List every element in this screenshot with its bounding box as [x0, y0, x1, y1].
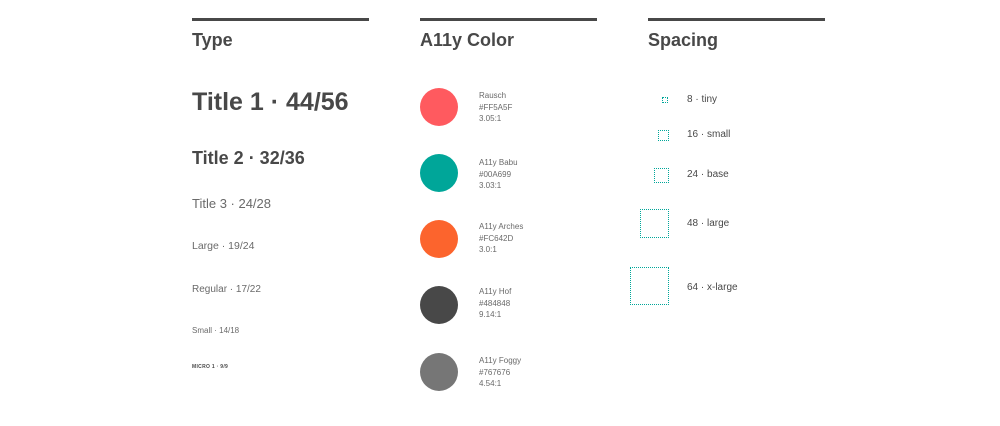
color-ratio: 3.03:1: [479, 181, 502, 190]
color-name: A11y Hof: [479, 287, 512, 296]
spacing-box-base: [654, 168, 669, 183]
color-section-title: A11y Color: [420, 30, 515, 50]
color-hex: #484848: [479, 298, 511, 308]
spacing-box-x-large: [630, 267, 669, 305]
color-info-arches: A11y Arches #FC642D 3.0:1: [479, 221, 523, 256]
spacing-label-x-large: 64 · x-large: [687, 282, 738, 293]
color-hex: #FC642D: [479, 233, 514, 243]
spacing-label-base: 24 · base: [687, 169, 729, 180]
type-sample-small: Small · 14/18: [192, 326, 240, 335]
color-section-rule: [420, 18, 597, 21]
color-info-hof: A11y Hof #484848 9.14:1: [479, 286, 511, 321]
type-sample-title-2: Title 2 · 32/36: [192, 148, 305, 168]
color-hex: #FF5A5F: [479, 102, 513, 112]
color-name: A11y Babu: [479, 158, 518, 167]
color-info-babu: A11y Babu #00A699 3.03:1: [479, 157, 518, 192]
color-swatch-arches: [420, 220, 458, 258]
color-ratio: 4.54:1: [479, 379, 502, 388]
spacing-section-rule: [648, 18, 825, 21]
color-ratio: 3.0:1: [479, 245, 497, 254]
spacing-section-title: Spacing: [648, 30, 719, 50]
color-name: A11y Arches: [479, 222, 524, 231]
color-info-foggy: A11y Foggy #767676 4.54:1: [479, 355, 521, 390]
spacing-label-small: 16 · small: [687, 129, 731, 140]
color-swatch-rausch: [420, 88, 458, 126]
color-section: A11y Color Rausch #FF5A5F 3.05:1 A11y Ba…: [420, 18, 597, 391]
color-ratio: 3.05:1: [479, 114, 502, 123]
color-swatch-hof: [420, 286, 458, 324]
type-sample-title-1: Title 1 · 44/56: [192, 88, 349, 116]
type-sample-micro: MICRO 1 · 9/9: [192, 364, 229, 370]
spacing-box-large: [640, 209, 669, 238]
type-sample-regular: Regular · 17/22: [192, 284, 261, 295]
type-section-title: Type: [192, 30, 233, 50]
color-hex: #00A699: [479, 169, 512, 179]
type-sample-large: Large · 19/24: [192, 240, 255, 252]
color-swatch-foggy: [420, 353, 458, 391]
spacing-label-tiny: 8 · tiny: [687, 94, 718, 105]
spacing-label-large: 48 · large: [687, 218, 730, 229]
spacing-box-tiny: [662, 97, 668, 103]
type-section-rule: [192, 18, 369, 21]
color-name: Rausch: [479, 91, 507, 100]
color-swatch-babu: [420, 154, 458, 192]
color-info-rausch: Rausch #FF5A5F 3.05:1: [479, 90, 512, 125]
type-sample-title-3: Title 3 · 24/28: [192, 196, 272, 211]
type-section: Type Title 1 · 44/56 Title 2 · 32/36 Tit…: [192, 18, 369, 370]
color-hex: #767676: [479, 367, 511, 377]
spacing-box-small: [658, 130, 669, 141]
spacing-section: Spacing 8 · tiny 16 · small 24 · base 48…: [630, 18, 825, 305]
color-ratio: 9.14:1: [479, 310, 502, 319]
color-name: A11y Foggy: [479, 356, 522, 365]
